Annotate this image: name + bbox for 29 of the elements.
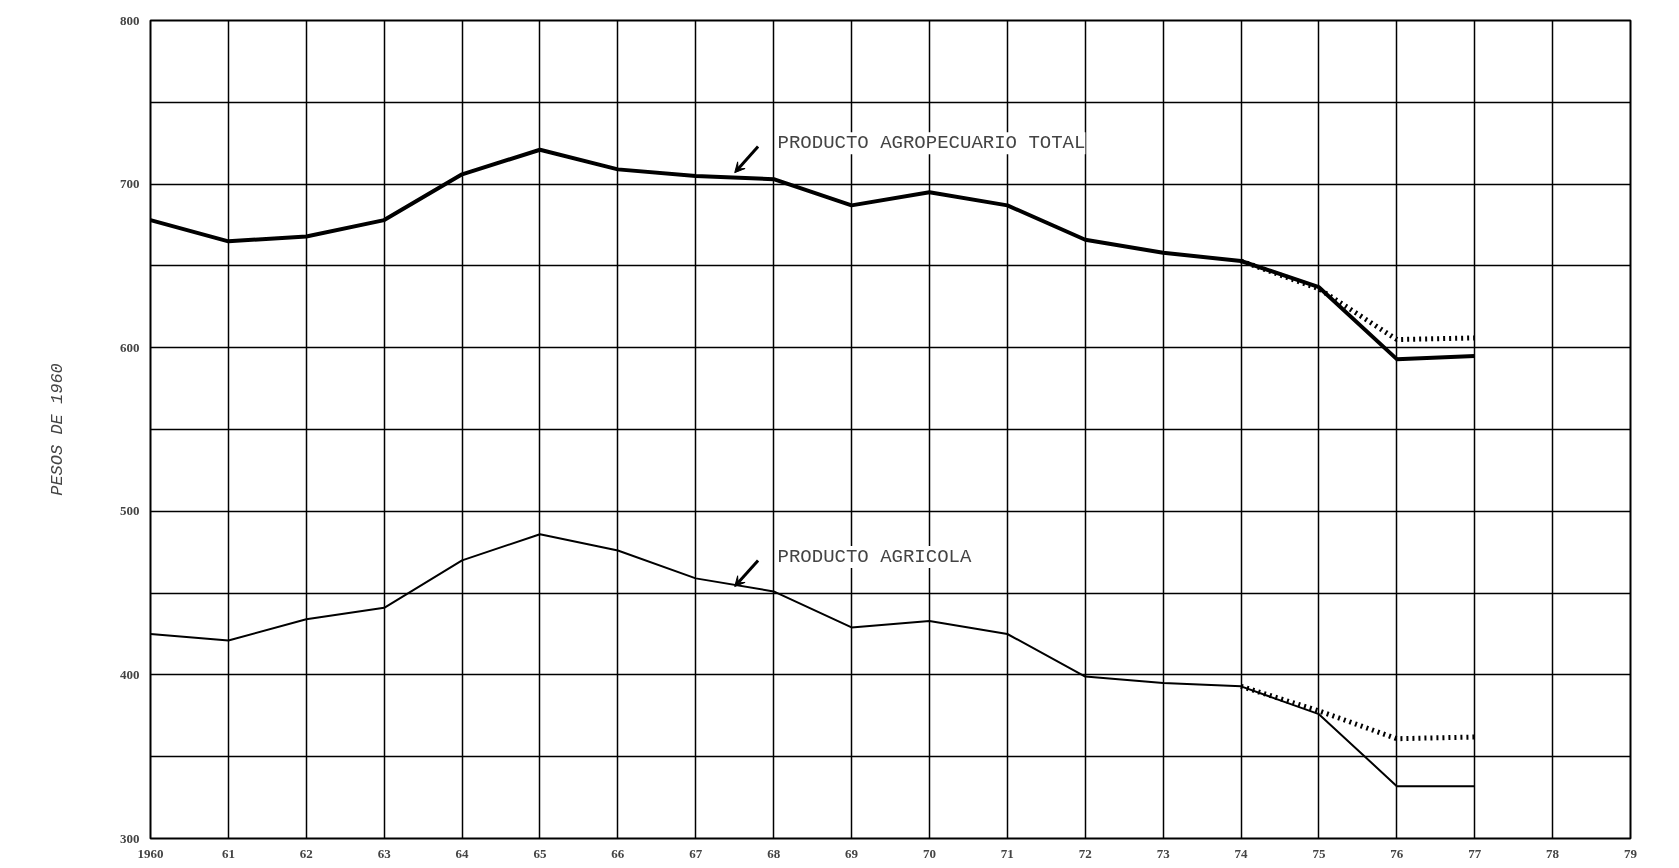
x-tick-label: 65 bbox=[533, 845, 547, 861]
x-tick-label: 64 bbox=[455, 845, 470, 861]
x-tick-label: 77 bbox=[1468, 845, 1482, 861]
y-tick-label: 600 bbox=[120, 339, 140, 355]
x-tick-label: 71 bbox=[1000, 845, 1014, 861]
y-axis-title: PESOS DE 1960 bbox=[48, 363, 67, 496]
x-tick-label: 74 bbox=[1234, 845, 1249, 861]
x-tick-label: 69 bbox=[845, 845, 859, 861]
x-tick-label: 79 bbox=[1624, 845, 1638, 861]
x-tick-label: 68 bbox=[767, 845, 781, 861]
x-tick-label: 1960 bbox=[137, 845, 164, 861]
x-tick-label: 76 bbox=[1390, 845, 1404, 861]
x-tick-label: 61 bbox=[221, 845, 235, 861]
x-tick-label: 70 bbox=[922, 845, 936, 861]
y-tick-label: 300 bbox=[120, 830, 140, 846]
x-tick-label: 73 bbox=[1156, 845, 1171, 861]
y-tick-label: 400 bbox=[120, 666, 140, 682]
y-tick-label: 700 bbox=[120, 176, 140, 192]
annotation: PRODUCTO AGRICOLA bbox=[777, 546, 972, 569]
x-tick-label: 66 bbox=[611, 845, 625, 861]
x-tick-label: 62 bbox=[299, 845, 313, 861]
y-tick-label: 500 bbox=[120, 503, 140, 519]
x-tick-label: 75 bbox=[1312, 845, 1326, 861]
annotation: PRODUCTO AGROPECUARIO TOTAL bbox=[777, 132, 1086, 155]
x-tick-label: 63 bbox=[377, 845, 392, 861]
x-tick-label: 78 bbox=[1546, 845, 1560, 861]
x-tick-label: 67 bbox=[689, 845, 703, 861]
y-tick-label: 800 bbox=[120, 12, 140, 28]
x-tick-label: 72 bbox=[1078, 845, 1092, 861]
